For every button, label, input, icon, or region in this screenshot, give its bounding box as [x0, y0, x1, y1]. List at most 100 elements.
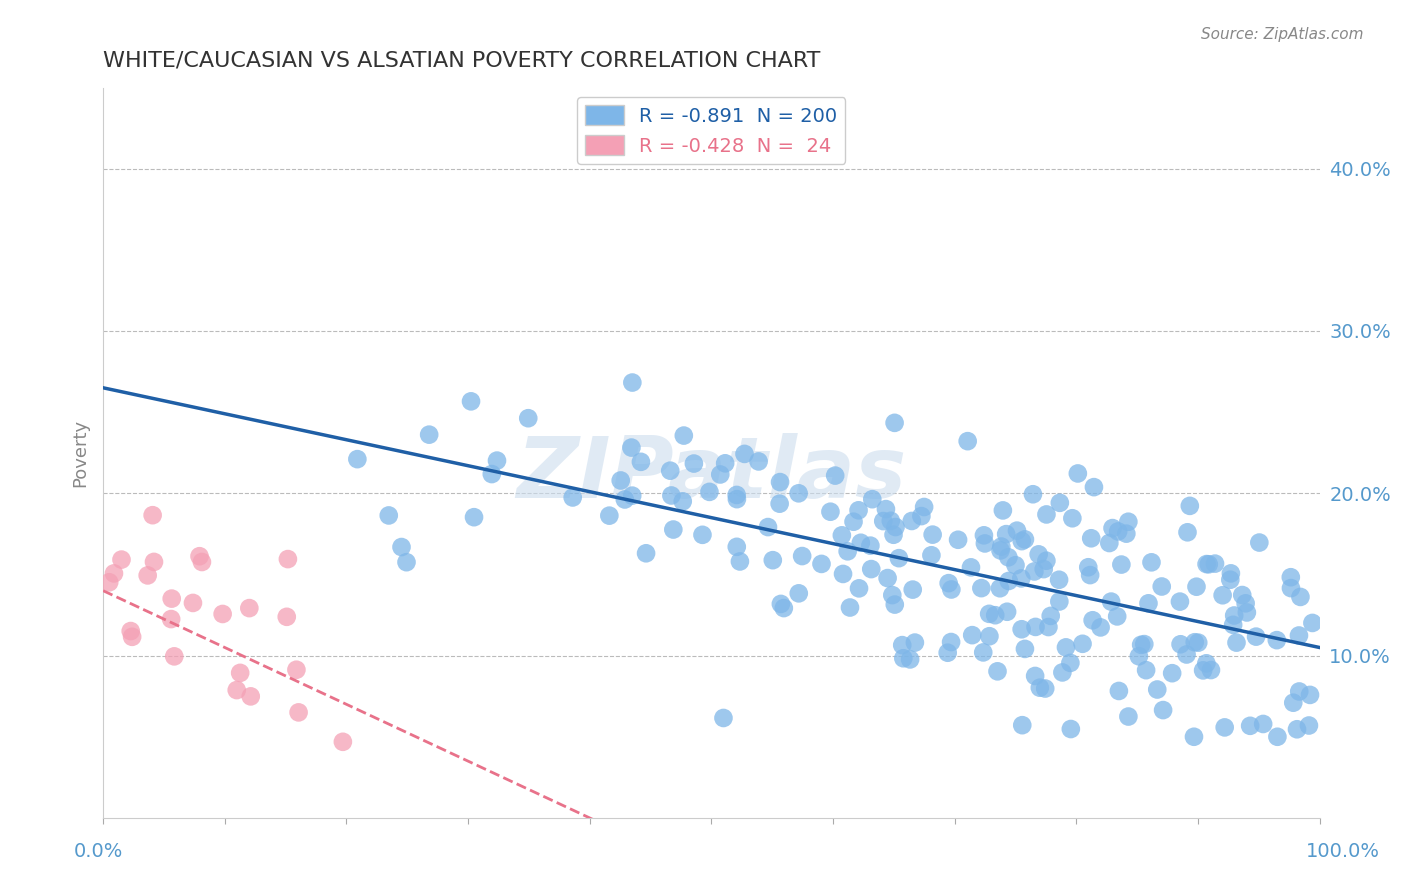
Point — [882, 588, 904, 602]
Point — [1204, 557, 1226, 571]
Point — [1301, 615, 1323, 630]
Point — [824, 468, 846, 483]
Point — [891, 651, 914, 665]
Point — [188, 549, 211, 564]
Point — [848, 582, 870, 596]
Point — [1047, 573, 1070, 587]
Point — [1234, 596, 1257, 610]
Point — [1279, 570, 1302, 584]
Point — [120, 624, 142, 638]
Point — [332, 735, 354, 749]
Point — [160, 612, 183, 626]
Point — [709, 467, 731, 482]
Point — [1059, 656, 1081, 670]
Point — [238, 601, 260, 615]
Point — [901, 582, 924, 597]
Point — [748, 454, 770, 468]
Point — [463, 510, 485, 524]
Point — [725, 492, 748, 507]
Point — [1024, 620, 1046, 634]
Point — [103, 566, 125, 581]
Point — [883, 598, 905, 612]
Point — [418, 427, 440, 442]
Point — [395, 555, 418, 569]
Point — [1133, 637, 1156, 651]
Point — [1022, 487, 1045, 501]
Point — [1028, 547, 1050, 561]
Point — [1288, 628, 1310, 642]
Point — [1080, 531, 1102, 545]
Point — [460, 394, 482, 409]
Point — [1083, 480, 1105, 494]
Point — [1011, 534, 1033, 549]
Point — [891, 638, 914, 652]
Point — [860, 492, 883, 507]
Point — [960, 560, 983, 574]
Point — [1099, 594, 1122, 608]
Point — [1213, 720, 1236, 734]
Point — [734, 447, 756, 461]
Point — [1118, 515, 1140, 529]
Point — [1222, 618, 1244, 632]
Point — [613, 492, 636, 507]
Point — [756, 520, 779, 534]
Point — [860, 562, 883, 576]
Point — [1178, 499, 1201, 513]
Point — [995, 605, 1018, 619]
Point — [831, 528, 853, 542]
Point — [990, 540, 1012, 554]
Point — [1078, 568, 1101, 582]
Point — [121, 630, 143, 644]
Point — [713, 711, 735, 725]
Point — [1192, 664, 1215, 678]
Point — [842, 515, 865, 529]
Point — [1067, 467, 1090, 481]
Point — [225, 683, 247, 698]
Point — [1011, 718, 1033, 732]
Point — [181, 596, 204, 610]
Point — [1223, 608, 1246, 623]
Point — [636, 546, 658, 560]
Point — [609, 474, 631, 488]
Point — [849, 535, 872, 549]
Point — [810, 557, 832, 571]
Point — [1111, 558, 1133, 572]
Y-axis label: Poverty: Poverty — [72, 418, 89, 487]
Point — [1219, 566, 1241, 581]
Point — [229, 665, 252, 680]
Point — [725, 540, 748, 554]
Point — [725, 488, 748, 502]
Text: 100.0%: 100.0% — [1306, 842, 1379, 862]
Point — [1170, 637, 1192, 651]
Point — [772, 601, 794, 615]
Point — [859, 539, 882, 553]
Point — [110, 552, 132, 566]
Point — [1130, 638, 1153, 652]
Point — [973, 528, 995, 542]
Point — [883, 416, 905, 430]
Point — [787, 486, 810, 500]
Point — [973, 536, 995, 550]
Point — [880, 514, 903, 528]
Point — [481, 467, 503, 481]
Point — [285, 663, 308, 677]
Point — [160, 591, 183, 606]
Point — [946, 533, 969, 547]
Point — [1029, 681, 1052, 695]
Point — [837, 544, 859, 558]
Point — [699, 484, 721, 499]
Point — [672, 428, 695, 442]
Point — [1038, 620, 1060, 634]
Point — [1005, 524, 1028, 538]
Point — [287, 706, 309, 720]
Point — [1199, 663, 1222, 677]
Point — [883, 527, 905, 541]
Point — [683, 457, 706, 471]
Point — [1062, 511, 1084, 525]
Point — [912, 500, 935, 514]
Point — [938, 576, 960, 591]
Point — [1010, 571, 1032, 585]
Point — [630, 455, 652, 469]
Point — [661, 488, 683, 502]
Point — [1101, 521, 1123, 535]
